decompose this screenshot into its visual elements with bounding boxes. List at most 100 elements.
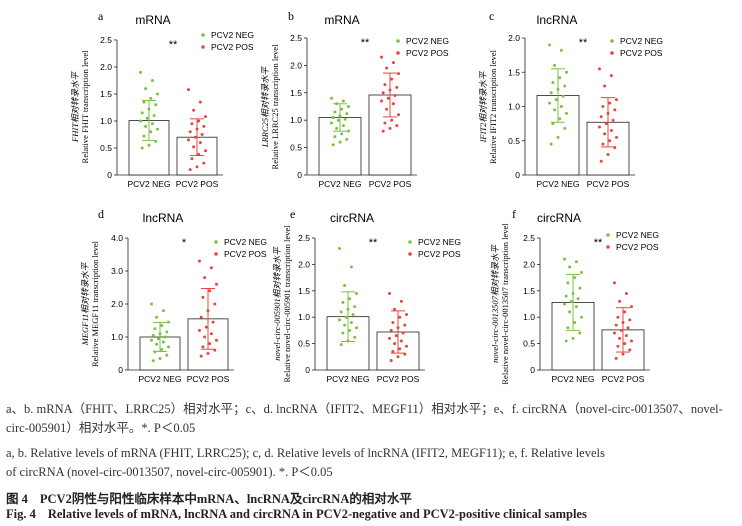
y-tick-label: 0.5 [298, 339, 310, 349]
data-point [151, 333, 155, 337]
data-point [345, 137, 349, 141]
data-point [201, 345, 205, 349]
data-point [380, 55, 383, 59]
x-tick-label: PCV2 POS [369, 179, 412, 189]
data-point [213, 302, 217, 306]
data-point [158, 356, 162, 360]
y-axis-label-en: Relative novel-circ-0013507 transcriptio… [500, 223, 510, 385]
data-point [626, 326, 630, 330]
data-point [161, 309, 165, 313]
legend-label: PCV2 NEG [616, 230, 659, 240]
data-point [187, 88, 190, 92]
data-point [616, 315, 620, 319]
data-point [566, 281, 570, 285]
y-axis-label-group: novel-circ-005901相对转录水平 Relative novel-ci… [272, 225, 292, 383]
figure-label-en: Fig. 4 [6, 507, 36, 521]
data-point [215, 282, 218, 286]
legend-label: PCV2 POS [620, 48, 663, 58]
data-point [150, 122, 154, 126]
data-point [613, 331, 616, 335]
y-tick-label: 2.0 [508, 33, 520, 43]
data-point [380, 99, 383, 103]
data-point [160, 323, 164, 327]
x-tick-label: PCV2 NEG [319, 179, 362, 189]
data-point [578, 331, 582, 335]
legend-marker [214, 240, 218, 244]
y-tick-label: 1.5 [100, 89, 112, 99]
data-point [339, 343, 343, 347]
panel-letter: f [512, 207, 516, 221]
data-point [563, 302, 566, 306]
data-point [614, 356, 618, 360]
data-point [549, 91, 553, 95]
data-point [341, 124, 345, 128]
data-point [398, 315, 402, 319]
data-point [558, 76, 562, 80]
data-point [563, 84, 567, 88]
panel-d: d lncRNA 0 1.0 2.0 3.0 4.0 MEGF11相对转录水平 Relative… [80, 207, 267, 384]
legend-label: PCV2 NEG [211, 30, 254, 40]
y-axis-label-group: novel-circ-0013507相对转录水平 Relative novel-c… [490, 223, 510, 385]
data-point [389, 328, 393, 332]
data-point [630, 339, 633, 343]
caption-cn-line-2: circ-005901）相对水平。*. P＜0.05 [6, 421, 196, 435]
data-point [341, 300, 345, 304]
x-tick-label: PCV2 NEG [327, 374, 370, 384]
data-point [390, 118, 394, 122]
data-point [336, 118, 340, 122]
y-axis-label-en: Relative IFIT2 transcription level [488, 49, 498, 164]
data-point [393, 94, 397, 98]
data-point [601, 142, 605, 146]
data-point [563, 126, 567, 130]
data-point [198, 259, 201, 263]
data-point [397, 113, 400, 117]
data-point [150, 338, 153, 342]
data-point [340, 107, 344, 111]
bar-neg [318, 117, 362, 176]
y-axis-label-en: Relative LRRC25 transcription level [270, 44, 280, 170]
data-point [393, 342, 397, 346]
data-point [394, 334, 398, 338]
panel-a: a mRNA 0 0.5 1.0 1.5 2.0 2.5 FHIT相对转录水平 Relative … [70, 9, 254, 189]
data-point [353, 335, 357, 339]
y-axis-label-cn: LRRC25相对转录水平 [260, 65, 270, 148]
significance-marker: * [182, 237, 187, 249]
figure-title-cn: 图 4 PCV2阴性与阳性临床样本中mRNA、lncRNA及circRNA的相对水… [6, 488, 412, 507]
data-point [163, 335, 167, 339]
x-tick-label: PCV2 POS [377, 374, 420, 384]
data-point [355, 326, 358, 330]
data-point [149, 96, 153, 100]
data-point [397, 72, 400, 76]
y-axis-label-en: Relative FHIT transcription level [80, 50, 90, 164]
data-point [208, 289, 212, 293]
legend-marker [201, 45, 205, 49]
y-axis-label-cn: IFIT2相对转录水平 [478, 70, 488, 143]
legend-label: PCV2 POS [616, 242, 659, 252]
data-point [355, 291, 358, 295]
data-point [553, 108, 557, 112]
data-point [598, 125, 601, 129]
data-point [621, 352, 625, 356]
data-point [331, 115, 335, 119]
significance-marker: ** [369, 237, 378, 249]
y-tick-label: 0 [118, 365, 123, 375]
data-point [167, 320, 170, 324]
data-point [603, 132, 607, 136]
data-point [388, 126, 392, 130]
x-tick-label: PCV2 NEG [128, 179, 171, 189]
data-point [614, 323, 618, 327]
data-point [154, 103, 158, 107]
data-point [190, 122, 194, 126]
legend-label: PCV2 POS [406, 48, 449, 58]
panel-title: circRNA [537, 211, 581, 225]
legend-label: PCV2 NEG [224, 237, 267, 247]
data-point [341, 99, 345, 103]
data-point [156, 337, 160, 341]
data-point [161, 340, 165, 344]
y-tick-label: 2.5 [290, 33, 302, 43]
data-point [209, 266, 213, 270]
data-point [623, 310, 627, 314]
legend-label: PCV2 POS [224, 249, 267, 259]
data-point [197, 119, 201, 123]
figure-label-cn: 图 4 [6, 492, 28, 506]
